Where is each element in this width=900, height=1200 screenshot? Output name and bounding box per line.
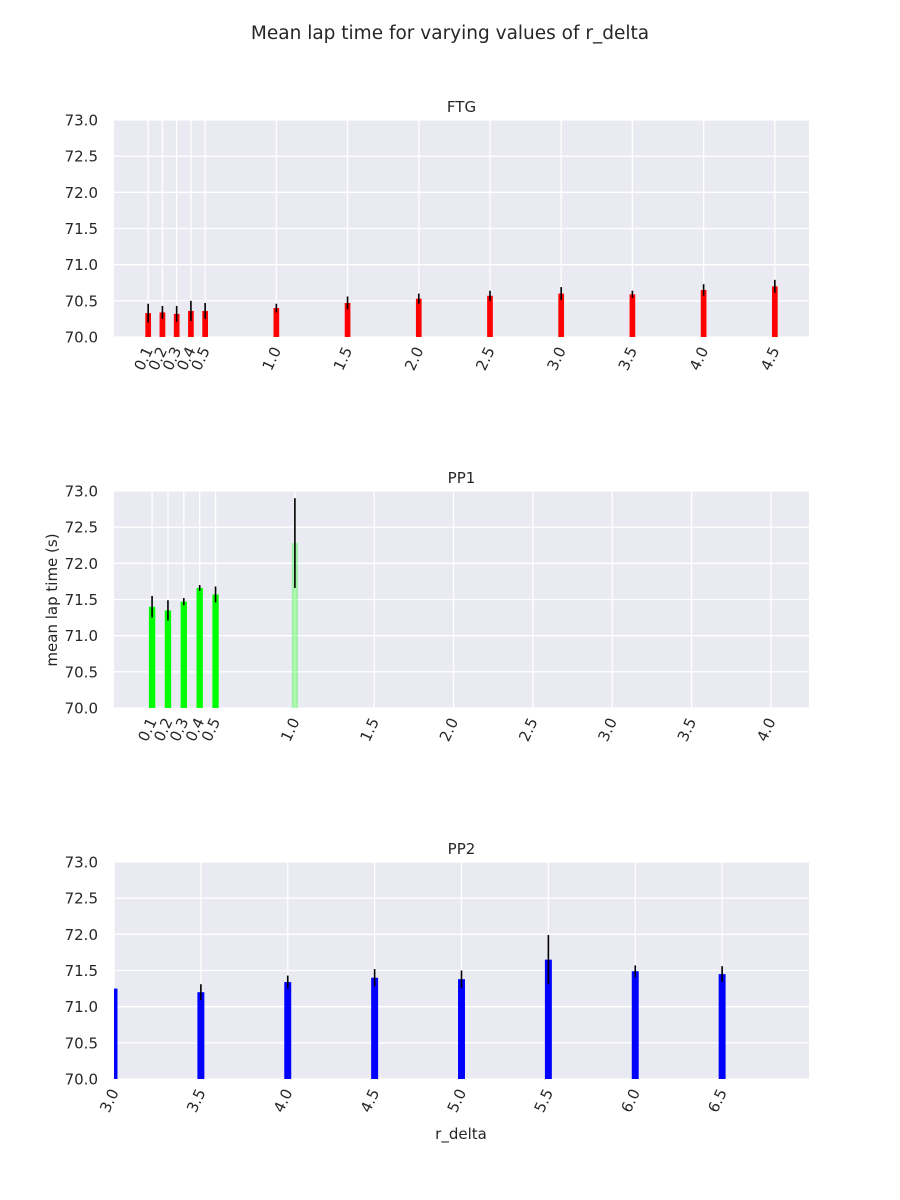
pp1-x-tick-label: 3.5 [674,715,700,744]
ftg-y-tick-label: 72.5 [65,148,98,166]
ftg-bar [202,310,208,337]
ftg-bar [415,298,422,337]
pp1-bar [164,610,172,708]
ftg-x-tick-label: 4.5 [757,344,783,373]
ftg-bar [273,308,280,337]
panel-pp2: 70.0 70.5 71.0 71.5 72.0 72.5 73.0 3.0 3.5 4.0 4.5… [65,840,809,1115]
ftg-bar [344,303,351,337]
pp1-bar [212,594,219,708]
pp2-bar [197,992,205,1079]
pp2-bar [114,988,118,1079]
pp2-y-tick-label: 71.5 [65,962,98,980]
pp1-bar [291,543,299,708]
ftg-bar [188,310,194,337]
pp1-x-tick-label: 2.0 [436,715,462,744]
pp2-y-tick-label: 70.5 [65,1034,98,1052]
pp2-bar [284,982,292,1079]
pp2-panel-title: PP2 [448,840,476,858]
ftg-x-tick-label: 3.5 [615,344,641,373]
x-axis-label: r_delta [435,1125,487,1144]
pp2-y-tick-label: 73.0 [65,854,98,872]
pp2-x-tick-label: 5.5 [531,1086,557,1115]
pp2-x-tick-label: 4.0 [270,1086,296,1115]
pp1-y-tick-label: 72.0 [65,555,98,573]
ftg-bar [159,312,166,337]
ftg-x-tick-label: 3.0 [543,344,569,373]
ftg-bar [629,294,636,337]
pp1-x-tick-label: 3.0 [594,715,620,744]
pp2-bar [371,977,379,1079]
ftg-x-tick-label: 4.0 [686,344,712,373]
ftg-bar [487,295,493,337]
ftg-y-tick-label: 71.0 [65,256,98,274]
pp2-x-tick-label: 4.5 [357,1086,383,1115]
pp1-x-tick-label: 1.0 [277,715,303,744]
ftg-bars [145,279,778,337]
pp2-x-tick-label: 6.5 [704,1086,730,1115]
pp2-x-tick-label: 3.0 [96,1086,122,1115]
ftg-y-tick-label: 70.0 [65,329,98,347]
ftg-bar [145,313,152,337]
pp1-bar [180,601,187,708]
ftg-y-tick-label: 72.0 [65,184,98,202]
pp2-y-tick-label: 70.0 [65,1071,98,1089]
pp1-y-tick-label: 71.5 [65,591,98,609]
ftg-panel-title: FTG [447,98,476,116]
pp1-y-tick-label: 72.5 [65,519,98,537]
panel-ftg: 70.070.571.071.572.072.573.00.10.20.30.4… [65,98,809,373]
pp2-y-tick-label: 72.0 [65,926,98,944]
ftg-y-tick-label: 71.5 [65,220,98,238]
figure-title: Mean lap time for varying values of r_de… [251,23,649,44]
pp2-bar [458,979,465,1079]
pp1-y-tick-label: 70.0 [65,700,98,718]
pp2-bars [114,935,726,1079]
pp1-y-tick-label: 70.5 [65,663,98,681]
pp2-x-tick-label: 3.5 [183,1086,209,1115]
pp1-y-tick-label: 71.0 [65,627,98,645]
pp1-bars [148,498,299,708]
pp1-panel-title: PP1 [448,469,476,487]
pp1-x-tick-label: 4.0 [753,715,779,744]
pp2-bar [631,971,639,1079]
ftg-x-tick-label: 1.0 [259,344,285,373]
pp1-x-tick-label: 1.5 [356,715,382,744]
pp2-y-tick-label: 72.5 [65,890,98,908]
ftg-bar [558,293,565,337]
y-axis-label: mean lap time (s) [43,533,61,666]
ftg-x-tick-label: 2.5 [472,344,498,373]
pp2-bar [544,959,552,1079]
panel-pp1: 70.070.571.071.572.072.573.00.10.20.30.4… [65,469,809,744]
ftg-y-tick-label: 73.0 [65,112,98,130]
pp2-x-tick-label: 6.0 [617,1086,643,1115]
pp1-bar [196,587,203,708]
pp2-x-tick-label: 5.0 [444,1086,470,1115]
pp1-x-tick-label: 2.5 [515,715,541,744]
ftg-y-tick-label: 70.5 [65,292,98,310]
ftg-bar [700,289,707,337]
pp2-bar [718,974,726,1079]
pp1-x-tick-label: 0.5 [198,715,224,744]
ftg-bar [771,286,778,337]
pp1-y-tick-label: 73.0 [65,483,98,501]
pp2-y-tick-label: 71.0 [65,998,98,1016]
ftg-x-tick-label: 1.5 [330,344,356,373]
ftg-x-tick-label: 2.0 [401,344,427,373]
pp1-bar [148,606,156,708]
ftg-bar [173,313,180,337]
